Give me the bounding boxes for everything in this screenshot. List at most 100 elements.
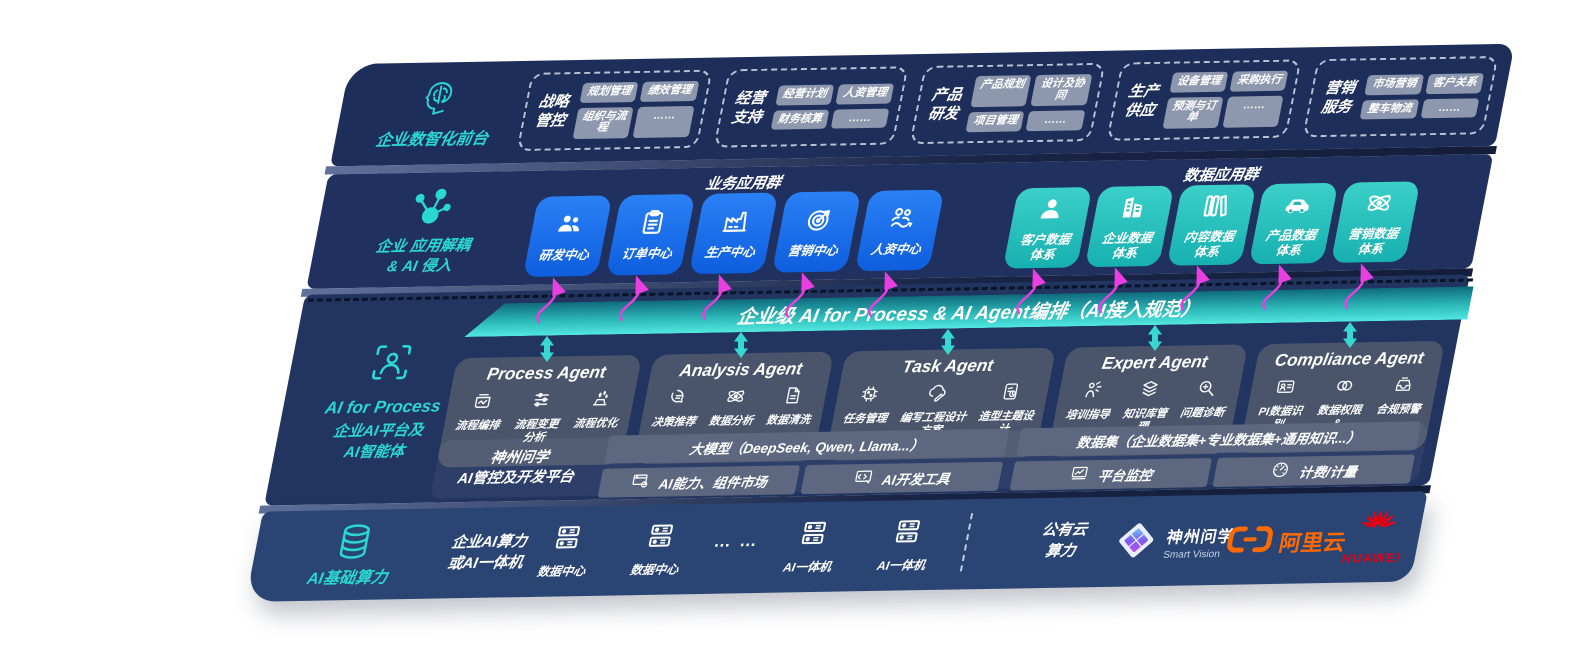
agent-item: 任务管理 [837, 383, 896, 439]
ai-for-process-label-block: AI for Process 企业AI平台及 AI智能体 [296, 340, 472, 464]
monitor-icon [1067, 463, 1091, 486]
model-bar: 大模型（DeepSeek, Qwen, Llama...） [604, 428, 1010, 464]
front-chip: 市场营销 [1364, 74, 1424, 95]
smart-vision-logo: 神州问学 Smart Vision [1109, 517, 1239, 568]
node-ai-appliance-2: AI一体机 [865, 516, 946, 574]
app-box-label: 内容数据 体系 [1182, 229, 1236, 259]
huawei-icon [1352, 506, 1402, 550]
link-icon [1330, 374, 1357, 401]
target-icon [800, 205, 837, 241]
front-group-chips: 设备管理 采购执行 预测与订单 …… [1162, 70, 1289, 129]
front-group-chips: 规划管理 绩效管理 组织与流程 …… [572, 81, 700, 139]
flow-icon [468, 390, 495, 417]
agent-title: Expert Agent [1100, 352, 1210, 373]
compute-label-block: AI基础算力 [278, 521, 426, 590]
front-group-operation: 经营 支持 经营计划 人资管理 财务核算 …… [712, 66, 909, 148]
devtools-icon [851, 467, 875, 490]
alibaba-logo-name: 阿里云 [1276, 529, 1348, 556]
car-icon [1278, 189, 1315, 225]
clean-icon [779, 384, 806, 411]
agent-item-label: 决策推荐 [650, 416, 697, 429]
app-box-label: 营销数据 体系 [1346, 226, 1400, 256]
agent-item: 流程变更分析 [507, 388, 569, 444]
node-datacenter-2: 数据中心 [618, 520, 699, 578]
front-chip: …… [632, 105, 695, 138]
gauge-icon [1268, 460, 1292, 483]
node-label: 数据中心 [535, 563, 587, 579]
front-chip: 设备管理 [1169, 71, 1229, 93]
huawei-logo: HUAWEI [1341, 506, 1412, 566]
agent-item: 合规预警 [1367, 373, 1431, 442]
app-box-product-data: 产品数据 体系 [1248, 182, 1339, 265]
person-scan-icon [312, 340, 472, 385]
node-ai-appliance-1: AI一体机 [771, 517, 852, 575]
platform-cell-label: 平台监控 [1096, 467, 1154, 484]
platform-cell-market: AI能力、组件市场 [597, 465, 801, 498]
front-office-layer: 企业数智化前台 战略 管控 规划管理 绩效管理 组织与流程 …… 经营 支持 经… [330, 43, 1515, 167]
business-app-row: 研发中心 订单中心 生产中心 营销中心 人资中心 [522, 189, 945, 278]
app-box-marketing-center: 营销中心 [771, 191, 862, 273]
agent-card-task: Task Agent 任务管理 编写工程设计方案 造型主题设计 [824, 347, 1057, 461]
training-icon [1078, 379, 1105, 406]
agent-item: 流程优化 [566, 387, 628, 443]
front-group-title: 营销 服务 [1319, 78, 1357, 117]
app-box-content-data: 内容数据 体系 [1166, 184, 1257, 266]
front-chip: 组织与流程 [572, 106, 634, 139]
application-layer: 企业 应用解耦 & AI 侵入 业务应用群 数据应用群 研发中心 订单中心 生产… [306, 154, 1494, 289]
agent-card-process: Process Agent 流程编排 流程变更分析 流程优化 [435, 354, 643, 468]
front-chip: 产品规划 [970, 75, 1032, 108]
node-datacenter-1: 数据中心 [525, 522, 606, 580]
agent-item: 数据权限& 安全 [1308, 374, 1372, 443]
front-chip: …… [1420, 97, 1480, 119]
app-box-label: 客户数据 体系 [1018, 232, 1072, 262]
platform-cell-monitor: 平台监控 [1009, 458, 1213, 491]
agent-item: 问题诊断 [1174, 377, 1234, 433]
agent-item: PI数据识别 [1249, 375, 1313, 444]
front-chip: 人资管理 [835, 83, 895, 105]
front-group-supply: 生产 供应 设备管理 采购执行 预测与订单 …… [1106, 59, 1302, 141]
agent-title: Process Agent [485, 362, 608, 384]
atom-icon [722, 385, 749, 412]
front-chip: 设计及协同 [1030, 74, 1093, 107]
agent-item-label: 流程优化 [572, 417, 619, 431]
sliders-icon [527, 388, 554, 415]
app-box-marketing-data: 营销数据 体系 [1330, 181, 1421, 263]
alibaba-icon [1222, 524, 1277, 560]
agent-item: 流程编排 [448, 389, 510, 445]
front-chip: …… [1026, 110, 1086, 132]
platform-cell-billing: 计费/计量 [1212, 454, 1416, 488]
front-chip: 经营计划 [775, 84, 835, 106]
front-chip: 采购执行 [1229, 70, 1289, 92]
front-chip: 预测与订单 [1162, 96, 1224, 129]
app-box-label: 研发中心 [537, 248, 591, 264]
agent-item: 知识库管理 [1116, 378, 1176, 434]
agent-item-label: 合规预警 [1375, 403, 1422, 417]
agent-title: Compliance Agent [1273, 348, 1426, 370]
app-box-label: 产品数据 体系 [1264, 228, 1318, 258]
node-label: 数据中心 [628, 562, 680, 578]
app-box-order-center: 订单中心 [605, 193, 696, 276]
agent-item: 造型主题设计 [973, 380, 1042, 436]
node-label: AI一体机 [781, 559, 833, 575]
node-label: AI一体机 [875, 558, 927, 573]
app-box-label: 人资中心 [869, 242, 923, 258]
platform-cell-label: AI能力、组件市场 [657, 474, 769, 492]
front-chip: 财务核算 [770, 109, 830, 130]
chip-icon [856, 383, 883, 410]
factory-icon [717, 206, 754, 242]
server-icon [795, 518, 832, 554]
ai-label-zh: 企业AI平台及 AI智能体 [331, 421, 425, 462]
front-chip: …… [830, 108, 890, 129]
app-box-customer-data: 客户数据 体系 [1002, 187, 1093, 269]
agent-title: Analysis Agent [678, 359, 804, 381]
cloud-edit-icon [924, 382, 951, 409]
front-office-label-block: 企业数智化前台 [359, 76, 515, 151]
front-group-chips: 产品规划 设计及协同 项目管理 …… [965, 74, 1093, 133]
dataset-bar: 数据集（企业数据集+专业数据集+通用知识...） [1016, 421, 1422, 457]
sv-logo-icon [1109, 518, 1163, 568]
platform-cell-label: AI开发工具 [880, 471, 952, 488]
person-icon [1032, 194, 1069, 230]
platform-cell-label: 计费/计量 [1297, 463, 1359, 481]
huawei-logo-name: HUAWEI [1340, 550, 1403, 566]
server-icon [889, 516, 926, 552]
